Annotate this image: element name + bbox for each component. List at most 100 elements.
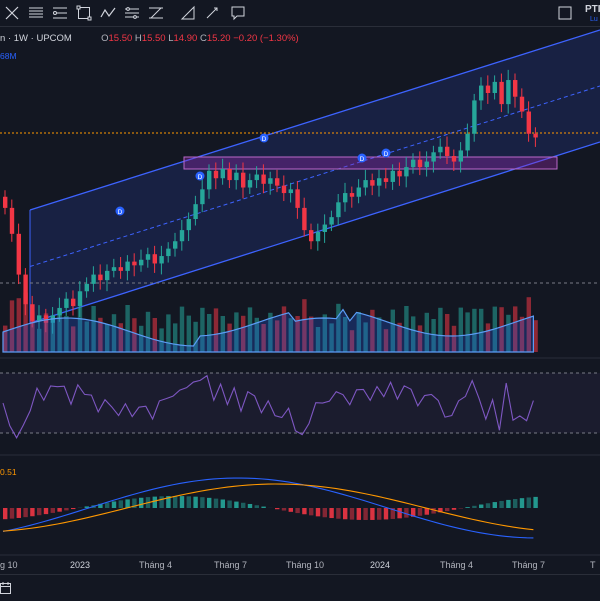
candle (282, 186, 286, 193)
candle (289, 189, 293, 193)
macd-signal-line (3, 484, 533, 531)
macd-histogram-bar (302, 508, 306, 514)
candle (465, 134, 469, 151)
candle (499, 82, 503, 104)
x-tick: Tháng 10 (286, 560, 324, 570)
macd-histogram-bar (397, 508, 401, 518)
macd-histogram-bar (37, 508, 41, 515)
candle (479, 86, 483, 101)
calendar-icon[interactable] (0, 581, 12, 595)
macd-histogram-bar (486, 503, 490, 508)
x-tick: Tháng 4 (139, 560, 172, 570)
candle (200, 189, 204, 204)
candle (193, 204, 197, 219)
candle (112, 267, 116, 271)
support-zone (184, 157, 557, 169)
candle (411, 160, 415, 167)
macd-histogram-bar (139, 498, 143, 508)
macd-histogram-bar (173, 496, 177, 508)
candle (71, 299, 75, 306)
candle (91, 275, 95, 284)
macd-histogram-bar (363, 508, 367, 520)
macd-histogram-bar (71, 508, 75, 509)
close-value: 15.20 (207, 33, 231, 44)
macd-histogram-bar (282, 508, 286, 511)
candle (370, 180, 374, 186)
candle (214, 171, 218, 178)
candle (207, 171, 211, 190)
macd-histogram-bar (64, 508, 68, 510)
macd-value: 0.51 (0, 467, 17, 477)
candle (78, 291, 82, 306)
macd-histogram-bar (289, 508, 293, 512)
macd-histogram-bar (452, 508, 456, 510)
macd-histogram-bar (357, 508, 361, 520)
candle (166, 249, 170, 256)
candle (139, 260, 143, 266)
macd-histogram-bar (200, 497, 204, 508)
macd-histogram-bar (323, 508, 327, 517)
macd-histogram-bar (248, 504, 252, 508)
candle (255, 175, 259, 181)
candle (357, 188, 361, 197)
macd-histogram-bar (3, 508, 7, 519)
dividend-marker-label: D (198, 174, 203, 181)
macd-histogram-bar (105, 503, 109, 508)
candle (445, 147, 449, 156)
candle (3, 197, 7, 208)
dividend-marker-label: D (118, 209, 123, 216)
candle (173, 241, 177, 248)
candle (363, 180, 367, 187)
legend-exchange: UPCOM (36, 33, 71, 44)
high-label: H (135, 33, 142, 44)
candle (98, 275, 102, 281)
candle (506, 80, 510, 104)
high-value: 15.50 (142, 33, 166, 44)
macd-histogram-bar (187, 496, 191, 508)
candle (261, 175, 265, 184)
candle (425, 162, 429, 168)
candle (452, 156, 456, 162)
candle (187, 219, 191, 230)
x-tick: g 10 (0, 560, 18, 570)
macd-histogram-bar (493, 502, 497, 508)
macd-histogram-bar (214, 499, 218, 508)
macd-histogram-bar (180, 496, 184, 508)
macd-histogram-bar (23, 508, 27, 517)
macd-histogram-bar (255, 505, 259, 508)
macd-histogram-bar (377, 508, 381, 520)
candle (119, 267, 123, 271)
macd-histogram-bar (57, 508, 61, 512)
candle (336, 202, 340, 217)
symbol-name-fragment: n (0, 33, 5, 44)
macd-histogram-bar (234, 502, 238, 508)
macd-histogram-bar (207, 498, 211, 508)
x-tick: Tháng 4 (440, 560, 473, 570)
candle (431, 152, 435, 161)
macd-histogram-bar (275, 508, 279, 509)
candle (513, 80, 517, 97)
candle (180, 230, 184, 241)
volume-value: 68M (0, 51, 17, 61)
x-tick: Tháng 7 (214, 560, 247, 570)
macd-histogram-bar (533, 497, 537, 508)
candle (105, 271, 109, 280)
candle (472, 100, 476, 133)
symbol-legend: n · 1W · UPCOM O15.50 H15.50 L14.90 C15.… (0, 33, 299, 44)
macd-histogram-bar (336, 508, 340, 519)
volume-bar (533, 320, 537, 352)
candle (10, 208, 14, 234)
close-label: C (200, 33, 207, 44)
dividend-marker-label: D (262, 136, 267, 143)
legend-interval[interactable]: 1W (14, 33, 28, 44)
candle (350, 193, 354, 197)
macd-histogram-bar (343, 508, 347, 519)
candle (438, 147, 442, 153)
time-axis[interactable]: g 10 2023 Tháng 4 Tháng 7 Tháng 10 2024 … (0, 556, 600, 574)
candle (397, 171, 401, 177)
candle (146, 254, 150, 260)
macd-histogram-bar (112, 501, 116, 508)
candle (125, 262, 129, 271)
macd-histogram-bar (472, 506, 476, 508)
